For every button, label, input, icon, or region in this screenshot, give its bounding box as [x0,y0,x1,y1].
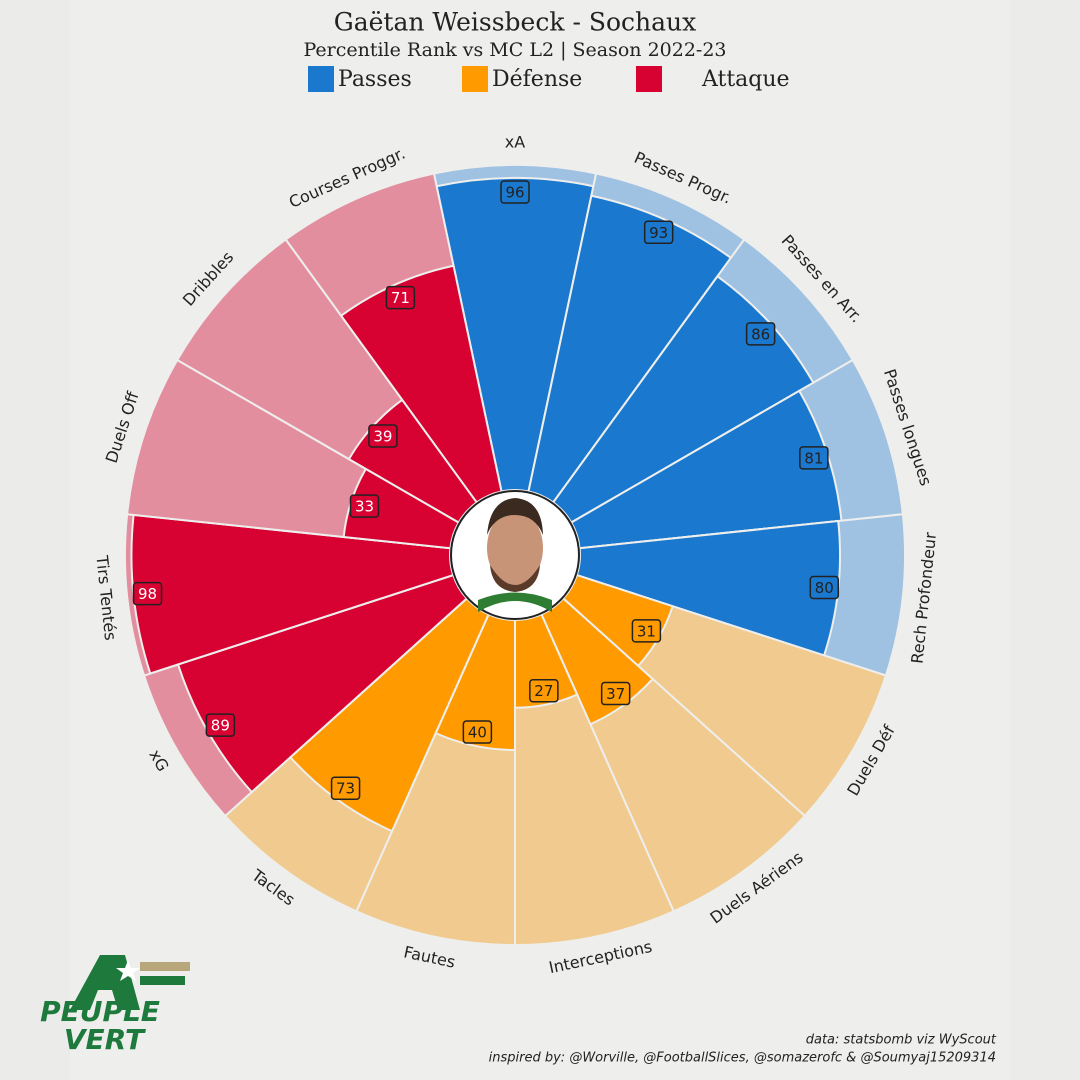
value-label: 37 [606,685,625,703]
credit: inspired by: @Worville, @FootballSlices,… [489,1051,996,1066]
value-box [330,776,361,800]
value-label: 40 [468,724,487,742]
value-label: 96 [505,184,524,202]
value-label: 31 [637,622,656,640]
value-label: 86 [751,325,770,343]
chart-subtitle: Percentile Rank vs MC L2 | Season 2022-2… [303,39,726,61]
legend-swatch [308,66,334,92]
logo-text: PEUPLE [40,995,160,1028]
logo-text: VERT [64,1023,146,1056]
value-label: 93 [649,224,668,242]
legend-label: Défense [492,67,582,92]
value-box [385,285,416,310]
value-box [368,424,398,448]
value-box [745,322,776,346]
face [487,510,543,586]
value-label: 80 [815,579,834,597]
value-box [643,220,674,245]
value-label: 39 [373,428,392,446]
value-box [500,180,530,204]
legend-label: Passes [338,67,412,92]
value-box [205,713,236,737]
logo-stripe [140,976,185,985]
logo-star [116,960,140,981]
logo-stripe [140,962,190,971]
legend: Passes Défense Attaque [308,66,790,92]
legend-swatch [636,66,662,92]
value-box [799,446,829,470]
value-label: 98 [138,585,157,603]
logo: PEUPLE VERT [40,955,190,1056]
chart-title: Gaëtan Weissbeck - Sochaux [334,8,696,37]
value-box [349,494,380,518]
player-photo [450,490,580,620]
shirt [478,592,552,612]
value-label: 81 [804,449,823,467]
value-box [132,581,163,606]
value-box [600,681,631,706]
value-label: 89 [211,717,230,735]
value-box [462,720,493,744]
legend-label: Attaque [701,67,790,92]
value-label: 73 [336,780,355,798]
category-label: xA [505,133,525,152]
value-label: 71 [391,289,410,307]
credit: data: statsbomb viz WyScout [806,1033,997,1048]
hair [487,498,543,535]
wedges [124,163,906,947]
value-label: 27 [534,682,553,700]
value-box [809,575,840,600]
value-label: 33 [355,498,374,516]
value-box [631,619,662,643]
legend-swatch [462,66,488,92]
beard [490,565,540,592]
value-box [529,678,559,703]
